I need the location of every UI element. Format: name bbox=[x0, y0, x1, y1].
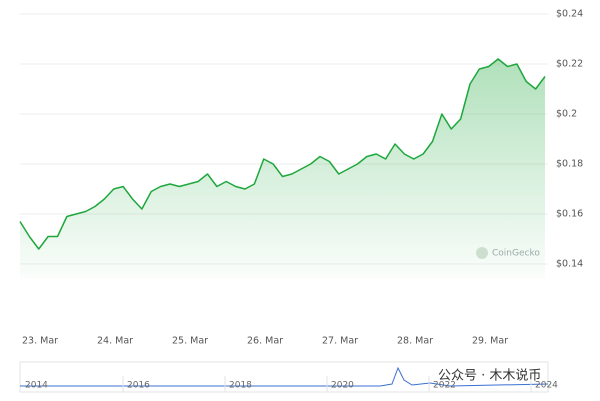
x-tick-label: 29. Mar bbox=[472, 336, 508, 347]
overlay-text: 公众号 · 木木说币 bbox=[438, 369, 541, 384]
x-tick-label: 27. Mar bbox=[322, 336, 358, 347]
navigator-year: 2024 bbox=[535, 381, 558, 391]
x-tick-label: 25. Mar bbox=[172, 336, 208, 347]
navigator-year: 2018 bbox=[229, 381, 252, 391]
navigator-year: 2014 bbox=[25, 381, 48, 391]
price-line bbox=[19, 58, 546, 250]
area-fill bbox=[20, 59, 545, 278]
navigator-year: 2022 bbox=[433, 381, 456, 391]
x-tick-label: 23. Mar bbox=[22, 336, 58, 347]
watermark-logo bbox=[476, 247, 488, 259]
y-tick-label: $0.18 bbox=[556, 159, 583, 170]
y-tick-label: $0.16 bbox=[556, 209, 583, 220]
x-tick-label: 28. Mar bbox=[397, 336, 433, 347]
navigator-line bbox=[20, 366, 549, 387]
navigator-frame bbox=[19, 361, 549, 393]
watermark: CoinGecko bbox=[492, 249, 540, 259]
x-tick-label: 26. Mar bbox=[247, 336, 283, 347]
x-tick-label: 24. Mar bbox=[97, 336, 133, 347]
y-tick-label: $0.2 bbox=[556, 109, 577, 120]
y-tick-label: $0.24 bbox=[556, 9, 583, 20]
navigator-year: 2016 bbox=[127, 381, 150, 391]
y-tick-label: $0.14 bbox=[556, 259, 583, 270]
y-tick-label: $0.22 bbox=[556, 59, 583, 70]
navigator-year: 2020 bbox=[331, 381, 354, 391]
